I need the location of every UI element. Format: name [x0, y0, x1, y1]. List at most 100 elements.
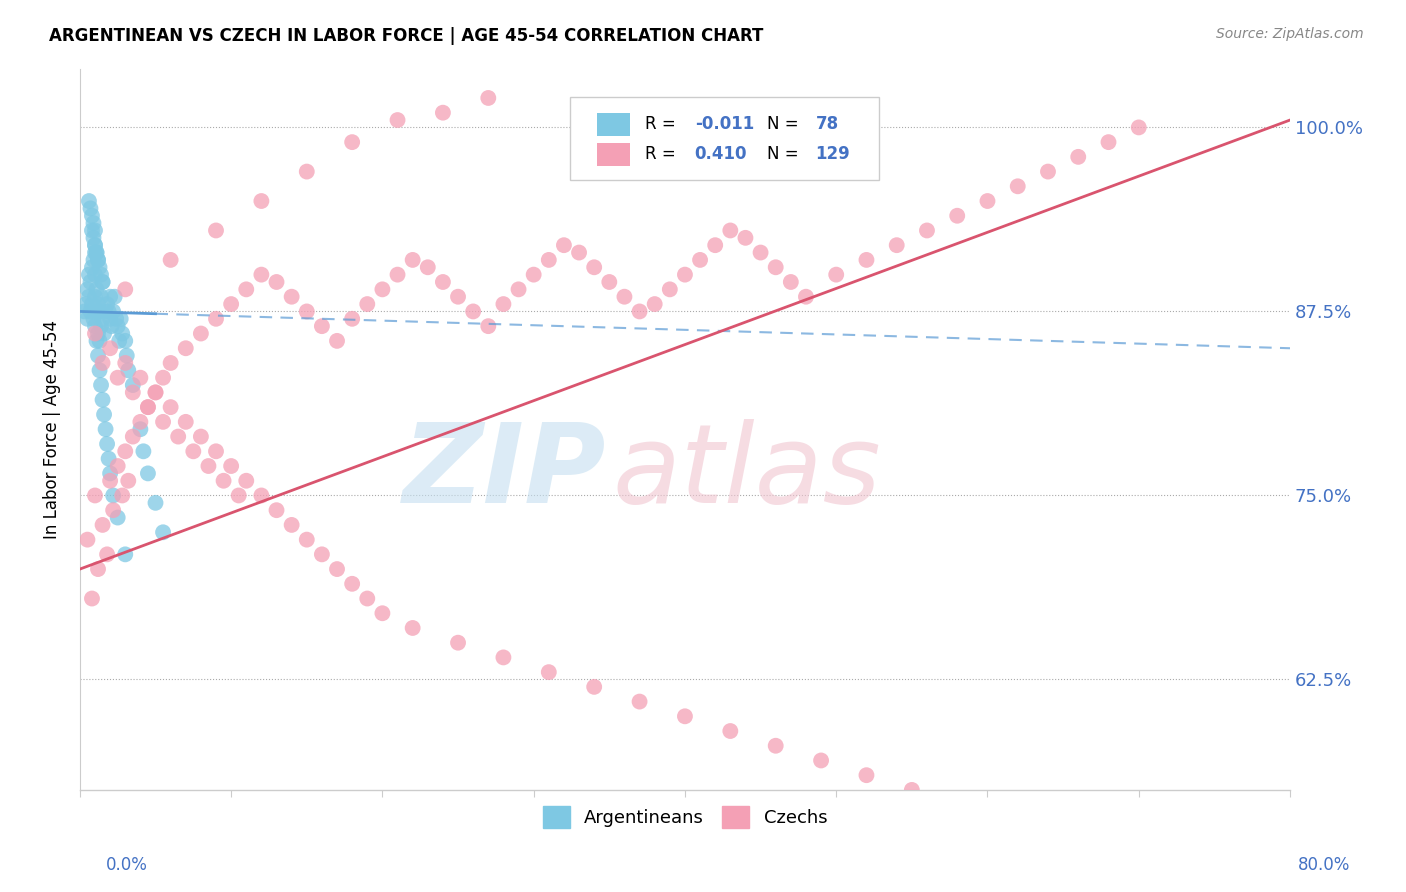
Point	[901, 783, 924, 797]
Point	[145, 496, 167, 510]
Text: ZIP: ZIP	[402, 419, 606, 526]
Text: atlas: atlas	[613, 419, 882, 526]
Point	[181, 444, 204, 458]
Point	[136, 400, 159, 414]
Point	[84, 238, 107, 252]
Point	[416, 260, 439, 275]
Point	[73, 304, 96, 318]
Point	[447, 290, 470, 304]
Point	[673, 709, 696, 723]
Point	[107, 458, 129, 473]
Point	[779, 275, 801, 289]
Point	[401, 621, 423, 635]
Point	[387, 113, 409, 128]
Point	[100, 319, 122, 334]
Point	[86, 245, 108, 260]
Point	[98, 341, 121, 355]
Point	[205, 444, 228, 458]
Point	[250, 268, 273, 282]
Point	[212, 474, 235, 488]
Text: -0.011: -0.011	[695, 115, 754, 133]
Point	[387, 268, 409, 282]
Point	[295, 164, 318, 178]
Point	[492, 650, 515, 665]
Point	[90, 268, 112, 282]
Point	[613, 290, 636, 304]
Point	[689, 252, 711, 267]
Point	[152, 370, 174, 384]
Point	[523, 268, 546, 282]
Point	[568, 245, 591, 260]
Point	[76, 282, 98, 296]
Bar	[596, 112, 630, 136]
Point	[82, 231, 104, 245]
Text: ARGENTINEAN VS CZECH IN LABOR FORCE | AGE 45-54 CORRELATION CHART: ARGENTINEAN VS CZECH IN LABOR FORCE | AG…	[49, 27, 763, 45]
Point	[356, 591, 378, 606]
Point	[117, 363, 139, 377]
Point	[90, 319, 112, 334]
Point	[121, 385, 143, 400]
Point	[101, 304, 124, 318]
Point	[87, 349, 110, 363]
Point	[794, 290, 817, 304]
Point	[77, 268, 100, 282]
Point	[718, 724, 741, 739]
Point	[91, 392, 114, 407]
Point	[98, 311, 121, 326]
Point	[91, 311, 114, 326]
Point	[326, 562, 349, 576]
Point	[1007, 179, 1029, 194]
Point	[79, 202, 101, 216]
Point	[101, 503, 124, 517]
Point	[75, 297, 97, 311]
Point	[644, 297, 666, 311]
Point	[447, 636, 470, 650]
Point	[115, 349, 138, 363]
Text: 80.0%: 80.0%	[1298, 855, 1350, 873]
Point	[98, 467, 121, 481]
Point	[280, 517, 302, 532]
Point	[492, 297, 515, 311]
Point	[1036, 164, 1059, 178]
Point	[976, 194, 998, 208]
Point	[190, 429, 212, 443]
Point	[946, 797, 969, 812]
Point	[117, 474, 139, 488]
Text: 78: 78	[815, 115, 839, 133]
Point	[96, 437, 118, 451]
Text: 129: 129	[815, 145, 851, 163]
Point	[136, 400, 159, 414]
Point	[159, 400, 181, 414]
Point	[825, 268, 848, 282]
Point	[371, 606, 394, 620]
Point	[104, 290, 127, 304]
Point	[108, 334, 131, 348]
Point	[107, 370, 129, 384]
Bar	[596, 143, 630, 166]
Point	[94, 304, 117, 318]
Point	[1083, 842, 1105, 856]
Point	[86, 245, 108, 260]
Point	[79, 304, 101, 318]
Point	[97, 451, 120, 466]
Point	[553, 238, 575, 252]
Point	[107, 510, 129, 524]
Point	[219, 297, 242, 311]
Point	[90, 378, 112, 392]
Point	[132, 444, 155, 458]
Text: R =: R =	[645, 145, 676, 163]
Point	[136, 467, 159, 481]
Point	[628, 695, 651, 709]
Point	[356, 297, 378, 311]
Point	[159, 252, 181, 267]
Point	[114, 444, 136, 458]
Point	[432, 275, 454, 289]
Point	[76, 311, 98, 326]
Point	[145, 385, 167, 400]
Point	[84, 326, 107, 341]
Text: N =: N =	[768, 145, 799, 163]
Point	[84, 238, 107, 252]
Point	[311, 319, 333, 334]
Point	[583, 260, 606, 275]
Point	[583, 680, 606, 694]
